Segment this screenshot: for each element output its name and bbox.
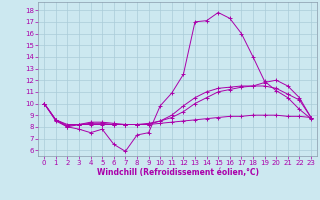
- X-axis label: Windchill (Refroidissement éolien,°C): Windchill (Refroidissement éolien,°C): [97, 168, 259, 177]
